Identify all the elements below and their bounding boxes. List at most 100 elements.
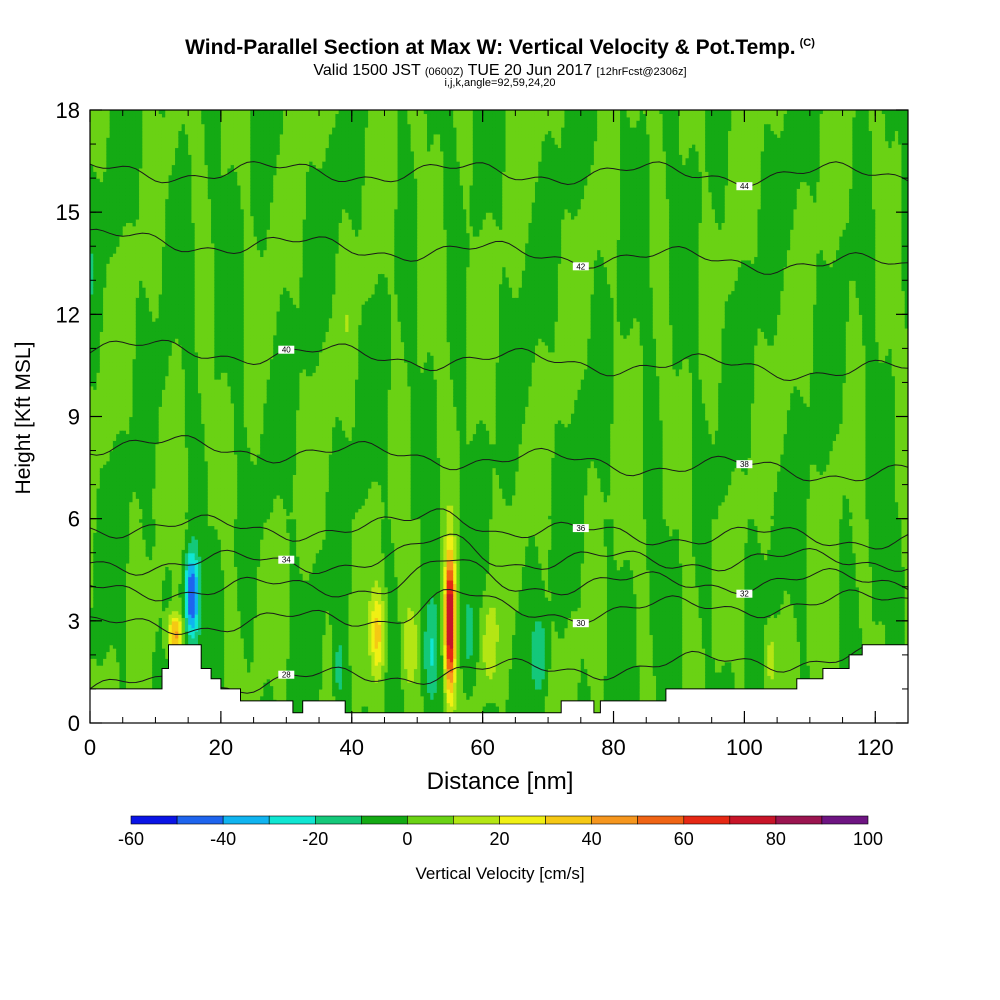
velocity-cell	[103, 648, 107, 653]
velocity-cell	[106, 624, 111, 629]
velocity-cell	[99, 167, 104, 172]
velocity-cell	[90, 144, 94, 149]
velocity-cell	[112, 167, 117, 172]
velocity-cell	[90, 433, 94, 438]
velocity-cell	[99, 603, 104, 608]
velocity-cell	[112, 324, 117, 329]
velocity-cell	[99, 123, 104, 128]
velocity-cell	[106, 433, 111, 438]
velocity-cell	[93, 327, 98, 332]
velocity-cell	[90, 317, 94, 322]
velocity-cell	[99, 658, 104, 663]
velocity-cell	[116, 641, 121, 646]
velocity-cell	[106, 348, 111, 353]
velocity-cell	[109, 665, 114, 670]
velocity-cell	[116, 212, 121, 217]
velocity-cell	[109, 242, 114, 247]
velocity-cell	[96, 375, 101, 380]
velocity-cell	[99, 641, 104, 646]
velocity-cell	[99, 590, 104, 595]
velocity-cell	[90, 532, 94, 537]
velocity-cell	[109, 290, 114, 295]
velocity-cell	[112, 198, 117, 203]
velocity-cell	[109, 215, 114, 220]
velocity-cell	[119, 511, 124, 516]
velocity-cell	[119, 620, 124, 625]
velocity-cell	[96, 685, 101, 690]
velocity-cell	[106, 290, 111, 295]
velocity-cell	[99, 242, 104, 247]
velocity-cell	[112, 334, 117, 339]
velocity-cell	[90, 222, 94, 227]
velocity-cell	[109, 331, 114, 336]
velocity-cell	[116, 368, 121, 373]
velocity-cell	[99, 678, 104, 683]
velocity-cell	[96, 201, 101, 206]
velocity-cell	[96, 365, 101, 370]
velocity-cell	[93, 481, 98, 486]
velocity-cell	[90, 167, 94, 172]
velocity-cell	[90, 651, 94, 656]
velocity-cell	[90, 127, 94, 132]
velocity-cell	[103, 307, 107, 312]
velocity-cell	[99, 470, 104, 475]
velocity-cell	[116, 654, 121, 659]
velocity-cell	[93, 362, 98, 367]
velocity-cell	[99, 304, 104, 309]
velocity-cell	[90, 614, 94, 619]
velocity-cell	[96, 171, 101, 176]
velocity-cell	[119, 590, 124, 595]
velocity-cell	[103, 171, 107, 176]
velocity-cell	[106, 263, 111, 268]
velocity-cell	[116, 528, 121, 533]
velocity-cell	[106, 392, 111, 397]
velocity-cell	[112, 300, 117, 305]
velocity-cell	[99, 385, 104, 390]
velocity-cell	[90, 644, 94, 649]
velocity-cell	[109, 426, 114, 431]
velocity-cell	[96, 447, 101, 452]
velocity-cell	[90, 569, 94, 574]
velocity-cell	[90, 603, 94, 608]
velocity-cell	[116, 297, 121, 302]
velocity-cell	[116, 334, 121, 339]
velocity-cell	[96, 392, 101, 397]
velocity-cell	[99, 545, 104, 550]
velocity-cell	[103, 351, 107, 356]
velocity-cell	[96, 627, 101, 632]
velocity-cell	[119, 399, 124, 404]
velocity-cell	[109, 525, 114, 530]
velocity-cell	[99, 654, 104, 659]
velocity-cell	[106, 685, 111, 690]
velocity-cell	[103, 184, 107, 189]
velocity-cell	[106, 436, 111, 441]
velocity-cell	[106, 474, 111, 479]
velocity-cell	[93, 416, 98, 421]
velocity-cell	[106, 358, 111, 363]
velocity-cell	[93, 154, 98, 159]
velocity-cell	[112, 222, 117, 227]
velocity-cell	[99, 276, 104, 281]
velocity-cell	[90, 120, 94, 125]
velocity-cell	[90, 191, 94, 196]
velocity-cell	[112, 528, 117, 533]
velocity-cell	[112, 368, 117, 373]
velocity-cell	[93, 423, 98, 428]
velocity-cell	[119, 515, 124, 520]
velocity-cell	[99, 453, 104, 458]
velocity-cell	[112, 283, 117, 288]
velocity-cell	[112, 236, 117, 241]
velocity-cell	[116, 201, 121, 206]
velocity-cell	[112, 205, 117, 210]
velocity-cell	[93, 310, 98, 315]
velocity-cell	[99, 549, 104, 554]
velocity-cell	[106, 559, 111, 564]
velocity-cell	[99, 280, 104, 285]
velocity-cell	[99, 307, 104, 312]
velocity-cell	[103, 259, 107, 264]
velocity-cell	[93, 215, 98, 220]
velocity-cell	[119, 464, 124, 469]
velocity-cell	[109, 685, 114, 690]
velocity-cell	[119, 573, 124, 578]
velocity-cell	[96, 470, 101, 475]
